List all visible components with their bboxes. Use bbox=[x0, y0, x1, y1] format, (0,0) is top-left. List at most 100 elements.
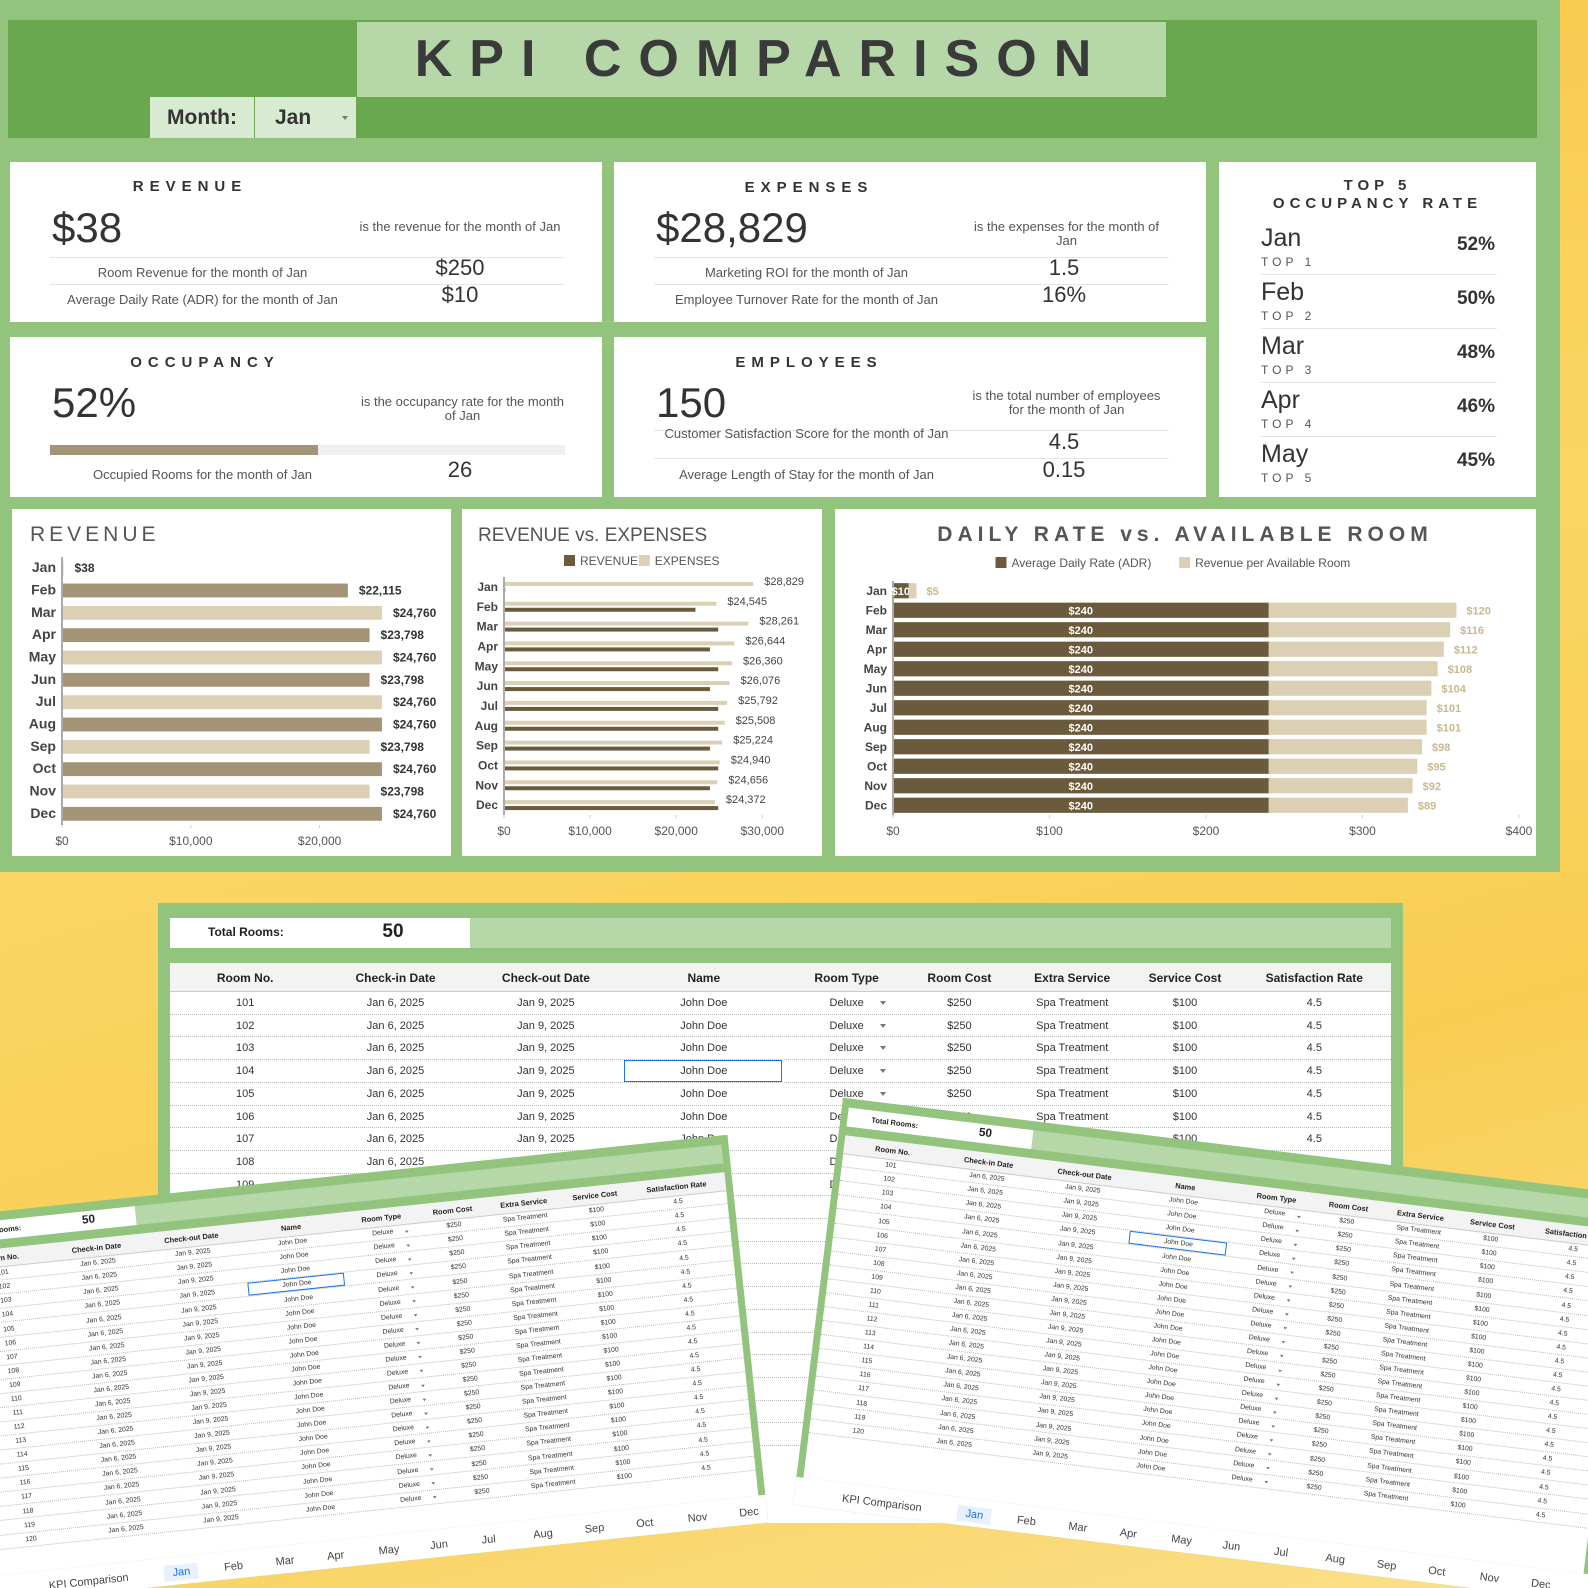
separator bbox=[654, 458, 1169, 459]
column-header: Extra Service bbox=[1034, 971, 1111, 985]
bar-segment bbox=[894, 778, 1270, 794]
month-dropdown[interactable]: Jan bbox=[255, 97, 356, 138]
y-tick-label: Jan bbox=[477, 580, 498, 594]
x-tick-label: $0 bbox=[886, 824, 900, 838]
sheet-tab[interactable]: KPI Comparison bbox=[48, 1571, 130, 1588]
sheet-tab[interactable]: Nov bbox=[1478, 1570, 1500, 1586]
metric-value: 4.5 bbox=[1048, 429, 1080, 454]
bar bbox=[505, 700, 728, 705]
sheet-tab[interactable]: Feb bbox=[223, 1559, 244, 1574]
data-label: $38 bbox=[74, 561, 94, 575]
separator bbox=[50, 257, 565, 258]
y-tick-label: Jan bbox=[32, 559, 56, 575]
card-caption: is the expenses for the month of Jan bbox=[974, 219, 1159, 248]
data-label: $24,760 bbox=[393, 606, 437, 620]
sheet-tab[interactable]: Aug bbox=[532, 1527, 554, 1542]
sheet-tab[interactable]: Oct bbox=[635, 1516, 654, 1531]
bar-segment bbox=[894, 602, 1270, 618]
row-divider bbox=[170, 1308, 1391, 1310]
total-rooms-box bbox=[170, 918, 470, 948]
sheet-tab[interactable]: Apr bbox=[1119, 1526, 1138, 1541]
table-cell: $100 bbox=[1172, 1042, 1198, 1055]
sheet-tab[interactable]: Sep bbox=[1376, 1558, 1398, 1573]
bar bbox=[63, 672, 370, 687]
sheet-tab[interactable]: May bbox=[1170, 1533, 1193, 1548]
bar bbox=[505, 647, 710, 652]
table-cell: $250 bbox=[947, 1087, 972, 1100]
bar bbox=[505, 661, 732, 666]
y-tick-label: Oct bbox=[478, 758, 498, 772]
dropdown-caret bbox=[1266, 1466, 1271, 1470]
table-cell: $100 bbox=[1172, 1087, 1198, 1100]
dropdown-caret bbox=[1267, 1453, 1272, 1456]
chart: REVENUE vs. EXPENSES $0 $10,000 $20,000 $30,… bbox=[462, 509, 822, 856]
x-tick-label: $100 bbox=[1036, 824, 1063, 838]
table-cell: 105 bbox=[236, 1087, 255, 1100]
bar bbox=[505, 740, 723, 745]
legend-label: REVENUE bbox=[580, 554, 638, 568]
data-label: $28,261 bbox=[759, 616, 799, 628]
y-tick-label: Jul bbox=[481, 699, 498, 713]
table-cell: Jan 9, 2025 bbox=[517, 1133, 575, 1146]
y-tick-label: Sep bbox=[30, 738, 56, 754]
bar bbox=[505, 581, 754, 586]
sheet-tab[interactable]: Jul bbox=[1273, 1545, 1289, 1560]
sheet-tab[interactable]: Jul bbox=[481, 1533, 497, 1547]
bar bbox=[63, 583, 348, 598]
sheet-tab[interactable]: Dec bbox=[1530, 1577, 1552, 1588]
chart-title: REVENUE bbox=[30, 523, 160, 546]
sheet-tab[interactable]: Jun bbox=[1221, 1539, 1241, 1554]
bar bbox=[63, 650, 382, 665]
card-title: EMPLOYEES bbox=[735, 354, 883, 371]
data-label: $104 bbox=[1441, 683, 1466, 695]
data-label: $23,798 bbox=[381, 673, 425, 687]
row-divider bbox=[170, 1081, 1391, 1083]
dropdown-caret bbox=[1264, 1480, 1269, 1484]
bar bbox=[505, 687, 710, 692]
sheet-tab[interactable]: Jan bbox=[956, 1504, 993, 1525]
data-label: $24,760 bbox=[393, 807, 437, 821]
separator bbox=[1261, 274, 1497, 275]
x-tick-label: $400 bbox=[1506, 824, 1533, 838]
sheet-tab[interactable]: Aug bbox=[1324, 1552, 1346, 1567]
bar bbox=[505, 627, 719, 632]
table-cell: Deluxe bbox=[829, 1019, 864, 1032]
y-tick-label: Aug bbox=[864, 720, 887, 734]
y-tick-label: Apr bbox=[477, 639, 498, 653]
bar-segment bbox=[1268, 797, 1408, 813]
legend-swatch bbox=[1179, 557, 1191, 568]
sheet-tab[interactable]: Sep bbox=[584, 1521, 605, 1536]
dropdown-caret bbox=[880, 1069, 887, 1074]
table-cell: Deluxe bbox=[829, 1065, 864, 1078]
table-cell: 4.5 bbox=[1306, 1110, 1322, 1123]
dropdown-caret bbox=[1288, 1285, 1293, 1289]
sheet-tab[interactable]: May bbox=[378, 1543, 400, 1558]
sheet-tab[interactable]: Jun bbox=[429, 1538, 449, 1553]
card-title: EXPENSES bbox=[744, 179, 874, 196]
top-rank: TOP 1 bbox=[1261, 255, 1316, 269]
sheet-tab[interactable]: Nov bbox=[687, 1511, 708, 1525]
card-title: OCCUPANCY bbox=[130, 354, 280, 371]
dropdown-caret bbox=[409, 1272, 414, 1275]
sheet-tab[interactable]: Mar bbox=[1067, 1520, 1088, 1535]
row-divider bbox=[170, 1399, 1391, 1401]
dropdown-caret bbox=[1290, 1271, 1295, 1275]
data-label: $89 bbox=[1418, 800, 1436, 812]
total-rooms-label: Total Rooms: bbox=[208, 925, 284, 939]
table-cell: Spa Treatment bbox=[1036, 1087, 1109, 1100]
sheet-tab[interactable]: Feb bbox=[1016, 1514, 1037, 1529]
bar bbox=[63, 605, 382, 620]
sheet-tab[interactable]: Oct bbox=[1427, 1564, 1447, 1579]
sheet-tab[interactable]: Dec bbox=[738, 1505, 760, 1520]
data-label: $10 bbox=[892, 586, 910, 598]
data-label: $24,760 bbox=[393, 695, 437, 709]
data-label: $23,798 bbox=[381, 628, 425, 642]
column-header: Room No. bbox=[216, 971, 274, 985]
table-cell: Spa Treatment bbox=[1036, 997, 1109, 1009]
row-divider bbox=[170, 1149, 1391, 1151]
sheet-tab[interactable]: Apr bbox=[326, 1549, 345, 1563]
sheet-tab[interactable]: Jan bbox=[163, 1562, 200, 1582]
card-title: OCCUPANCY RATE bbox=[1272, 195, 1483, 212]
sheet-tab[interactable]: Mar bbox=[275, 1554, 296, 1569]
data-label: $26,360 bbox=[743, 655, 783, 667]
